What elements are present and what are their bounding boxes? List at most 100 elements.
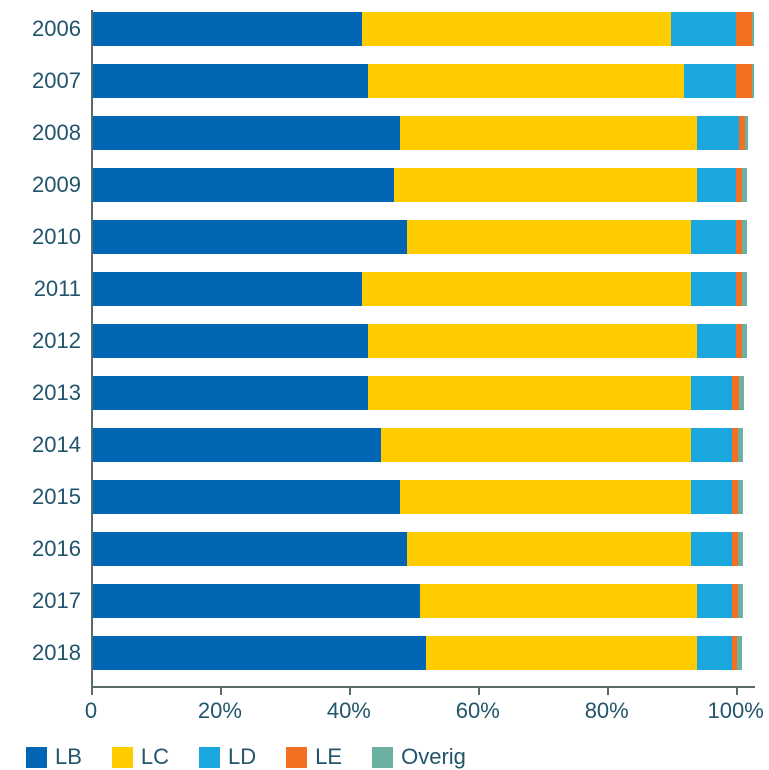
- legend-label: LD: [228, 744, 256, 770]
- x-axis-tick-label: 80%: [585, 698, 629, 724]
- bar-segment-LB: [91, 116, 400, 150]
- bar-segment-LC: [362, 12, 671, 46]
- bar-segment-Overig: [738, 428, 743, 462]
- bar-segment-LE: [736, 12, 752, 46]
- bar-segment-LB: [91, 168, 394, 202]
- bar-segment-LD: [691, 272, 736, 306]
- bar-row: 2015: [14, 478, 755, 516]
- bar-category-label: 2012: [14, 328, 91, 354]
- bar-row: 2007: [14, 62, 755, 100]
- legend-swatch: [112, 747, 133, 768]
- bar-segment-LD: [697, 116, 739, 150]
- x-axis-tick: [478, 688, 480, 695]
- bar-segment-Overig: [745, 116, 748, 150]
- bar-segment-LD: [671, 12, 735, 46]
- bar-category-label: 2009: [14, 172, 91, 198]
- bar-stack: [91, 64, 755, 98]
- legend-label: Overig: [401, 744, 466, 770]
- bar-segment-LB: [91, 584, 420, 618]
- bar-segment-LB: [91, 532, 407, 566]
- bar-segment-LC: [400, 480, 690, 514]
- legend-swatch: [26, 747, 47, 768]
- bar-segment-LB: [91, 272, 362, 306]
- bar-segment-LD: [697, 636, 732, 670]
- bar-segment-Overig: [738, 532, 743, 566]
- x-axis-tick: [736, 688, 738, 695]
- bar-segment-LB: [91, 636, 426, 670]
- legend-label: LC: [141, 744, 169, 770]
- legend-swatch: [286, 747, 307, 768]
- bar-category-label: 2018: [14, 640, 91, 666]
- x-axis-tick: [607, 688, 609, 695]
- bar-segment-LC: [368, 376, 690, 410]
- stacked-bar-chart: 2006 2007 2008 2009 2010 2011 2012 2013 2014 2015…: [0, 0, 769, 770]
- bar-segment-Overig: [737, 636, 742, 670]
- x-axis-tick: [220, 688, 222, 695]
- chart-legend: LBLCLDLEOverig: [14, 744, 755, 770]
- legend-swatch: [199, 747, 220, 768]
- bar-category-label: 2007: [14, 68, 91, 94]
- bar-segment-LD: [691, 220, 736, 254]
- x-axis-tick-label: 0: [85, 698, 97, 724]
- bar-segment-LC: [400, 116, 697, 150]
- x-axis-tick-label: 100%: [708, 698, 764, 724]
- x-axis-tick-label: 60%: [456, 698, 500, 724]
- bar-segment-LB: [91, 376, 368, 410]
- bar-segment-Overig: [738, 584, 743, 618]
- bar-category-label: 2015: [14, 484, 91, 510]
- bar-segment-LC: [394, 168, 697, 202]
- legend-label: LB: [55, 744, 82, 770]
- y-axis-line: [91, 10, 93, 688]
- bar-stack: [91, 532, 755, 566]
- bar-category-label: 2017: [14, 588, 91, 614]
- bar-row: 2012: [14, 322, 755, 360]
- bar-segment-Overig: [742, 168, 747, 202]
- bar-segment-LC: [420, 584, 697, 618]
- legend-item: LB: [26, 744, 82, 770]
- x-axis: 020%40%60%80%100%: [91, 686, 755, 732]
- bar-segment-LB: [91, 480, 400, 514]
- bar-stack: [91, 584, 755, 618]
- bar-stack: [91, 480, 755, 514]
- x-axis-tick-label: 20%: [198, 698, 242, 724]
- bar-stack: [91, 324, 755, 358]
- bar-category-label: 2016: [14, 536, 91, 562]
- bar-segment-Overig: [742, 272, 747, 306]
- bar-segment-LD: [697, 584, 732, 618]
- bar-row: 2017: [14, 582, 755, 620]
- bar-category-label: 2010: [14, 224, 91, 250]
- bar-stack: [91, 428, 755, 462]
- bar-segment-LC: [368, 64, 684, 98]
- bar-segment-LB: [91, 64, 368, 98]
- bar-stack: [91, 376, 755, 410]
- bar-segment-Overig: [752, 12, 754, 46]
- bar-row: 2013: [14, 374, 755, 412]
- bar-category-label: 2014: [14, 432, 91, 458]
- bar-segment-LC: [407, 220, 691, 254]
- bar-row: 2008: [14, 114, 755, 152]
- bar-segment-LC: [362, 272, 691, 306]
- bar-category-label: 2006: [14, 16, 91, 42]
- bar-segment-LE: [736, 64, 752, 98]
- bar-segment-LB: [91, 12, 362, 46]
- bar-row: 2011: [14, 270, 755, 308]
- bar-segment-LD: [691, 532, 733, 566]
- bar-segment-LC: [381, 428, 690, 462]
- bar-segment-LC: [368, 324, 697, 358]
- legend-item: Overig: [372, 744, 466, 770]
- bar-segment-Overig: [738, 480, 743, 514]
- bar-segment-LC: [407, 532, 691, 566]
- bar-segment-LD: [684, 64, 736, 98]
- bar-segment-LB: [91, 220, 407, 254]
- x-axis-tick-label: 40%: [327, 698, 371, 724]
- bar-stack: [91, 272, 755, 306]
- bar-segment-LD: [691, 428, 733, 462]
- bar-segment-Overig: [742, 220, 747, 254]
- bar-stack: [91, 168, 755, 202]
- bar-row: 2006: [14, 10, 755, 48]
- bar-row: 2016: [14, 530, 755, 568]
- legend-swatch: [372, 747, 393, 768]
- x-axis-tick: [91, 688, 93, 695]
- bar-category-label: 2013: [14, 380, 91, 406]
- bar-row: 2018: [14, 634, 755, 672]
